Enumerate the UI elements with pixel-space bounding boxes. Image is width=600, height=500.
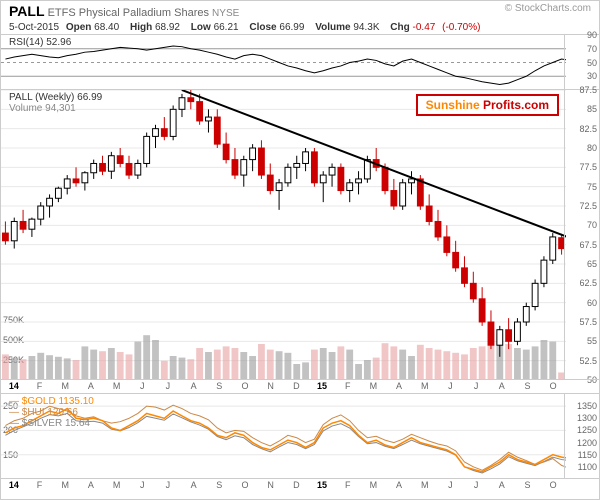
ohlc-row: 5-Oct-2015 Open 68.40 High 68.92 Low 66.… bbox=[1, 21, 599, 34]
date: 5-Oct-2015 bbox=[9, 22, 59, 33]
rsi-y-axis: 30507090 bbox=[564, 35, 599, 89]
ticker-symbol: PALL bbox=[9, 3, 45, 19]
indicator-label: — $GOLD 1135.10— $HUI 120.66— $SILVER 15… bbox=[9, 396, 94, 429]
ticker-description: ETFS Physical Palladium Shares bbox=[48, 7, 209, 19]
rsi-label: RSI(14) 52.96 bbox=[9, 37, 71, 48]
chart-header: PALL ETFS Physical Palladium Shares NYSE… bbox=[1, 1, 599, 21]
x-axis-indicator: 14FMAMJJASOND15FMAMJJASO bbox=[1, 478, 599, 492]
price-y-axis: 5052.55557.56062.56567.57072.57577.58082… bbox=[564, 90, 599, 379]
watermark: Sunshine Profits.com bbox=[416, 94, 559, 116]
exchange: NYSE bbox=[212, 8, 239, 19]
price-label: PALL (Weekly) 66.99 Volume 94,301 bbox=[9, 92, 102, 114]
stock-chart: PALL ETFS Physical Palladium Shares NYSE… bbox=[0, 0, 600, 500]
x-axis-main: 14FMAMJJASOND15FMAMJJASO bbox=[1, 379, 599, 393]
indicator-panel: — $GOLD 1135.10— $HUI 120.66— $SILVER 15… bbox=[1, 393, 599, 478]
price-plot bbox=[1, 90, 566, 380]
price-panel: PALL (Weekly) 66.99 Volume 94,301 Sunshi… bbox=[1, 89, 599, 379]
attribution: © StockCharts.com bbox=[505, 3, 591, 14]
rsi-panel: RSI(14) 52.96 30507090 bbox=[1, 34, 599, 89]
rsi-plot bbox=[1, 35, 566, 90]
indicator-right-axis: 110011501200125013001350 bbox=[564, 394, 599, 478]
